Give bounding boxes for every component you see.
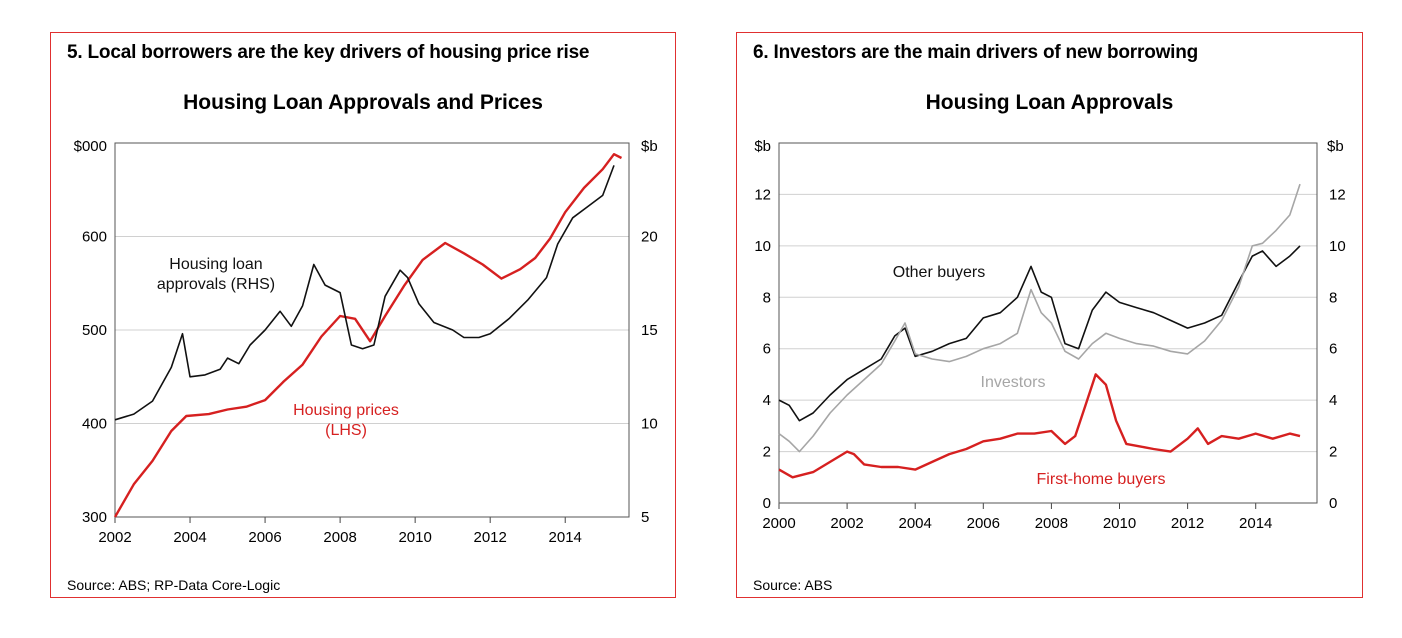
- series-line-investors: [778, 183, 1301, 453]
- x-tick-label: 2006: [248, 529, 281, 546]
- left-tick-label: 2: [763, 444, 771, 461]
- series-line-left-axis: [113, 152, 623, 518]
- plot-frame: [114, 142, 630, 518]
- chart-title: Housing Loan Approvals: [925, 91, 1174, 114]
- source-note: Source: ABS; RP-Data Core-Logic: [67, 577, 281, 593]
- right-axis-unit: $b: [641, 138, 658, 155]
- x-tick-label: 2002: [98, 529, 131, 546]
- left-tick-label: 10: [754, 238, 771, 255]
- x-tick-label: 2008: [1035, 515, 1068, 532]
- x-tick-label: 2008: [323, 529, 356, 546]
- x-tick-label: 2014: [549, 529, 582, 546]
- right-axis-unit: $b: [1327, 138, 1344, 155]
- x-tick-label: 2002: [830, 515, 863, 532]
- series-annotation: Housing prices: [293, 402, 399, 419]
- right-tick-label: 4: [1329, 392, 1337, 409]
- x-tick-label: 2012: [473, 529, 506, 546]
- right-tick-label: 15: [641, 322, 658, 339]
- left-tick-label: 4: [763, 392, 771, 409]
- line-chart-loan-approvals: 0 2 4 6 8 10 12 $b 0 2 4 6 8 10 12 $b 2000 2002 2004 2006 20…: [754, 138, 1346, 532]
- right-tick-label: 0: [1329, 495, 1337, 512]
- right-tick-label: 12: [1329, 186, 1346, 203]
- series-line-first-home-buyers: [778, 373, 1301, 479]
- left-tick-label: 6: [763, 341, 771, 358]
- x-tick-label: 2010: [398, 529, 431, 546]
- series-annotation: Housing loan: [169, 256, 262, 273]
- left-tick-label: 500: [82, 322, 107, 339]
- series-line-other-buyers: [778, 245, 1301, 422]
- x-tick-label: 2006: [967, 515, 1000, 532]
- panel-heading: 6. Investors are the main drivers of new…: [753, 42, 1199, 63]
- series-annotation: First-home buyers: [1037, 471, 1166, 488]
- series-line-right-axis: [114, 165, 615, 421]
- right-tick-label: 10: [641, 416, 658, 433]
- x-tick-label: 2004: [899, 515, 932, 532]
- series-annotation: (LHS): [325, 422, 367, 439]
- right-tick-label: 6: [1329, 341, 1337, 358]
- right-tick-label: 10: [1329, 238, 1346, 255]
- x-tick-label: 2004: [173, 529, 206, 546]
- right-tick-label: 5: [641, 509, 649, 526]
- left-tick-label: 0: [763, 495, 771, 512]
- x-tick-label: 2000: [762, 515, 795, 532]
- series-annotation: Investors: [981, 374, 1046, 391]
- left-tick-label: 300: [82, 509, 107, 526]
- chart-panel-housing-prices: 5. Local borrowers are the key drivers o…: [50, 32, 676, 598]
- left-axis-unit: $b: [754, 138, 771, 155]
- right-tick-label: 8: [1329, 289, 1337, 306]
- right-tick-label: 20: [641, 229, 658, 246]
- chart-panel-loan-approvals: 6. Investors are the main drivers of new…: [736, 32, 1363, 598]
- left-tick-label: 8: [763, 289, 771, 306]
- left-tick-label: 400: [82, 416, 107, 433]
- right-tick-label: 2: [1329, 444, 1337, 461]
- x-tick-label: 2012: [1171, 515, 1204, 532]
- line-chart-loan-approvals-prices: 300 400 500 600 $000 5 10 15 20 $b 2002 2004 2006 200…: [74, 138, 658, 546]
- x-tick-label: 2014: [1239, 515, 1272, 532]
- left-tick-label: 12: [754, 186, 771, 203]
- left-tick-label: 600: [82, 229, 107, 246]
- left-axis-unit: $000: [74, 138, 107, 155]
- panel-heading: 5. Local borrowers are the key drivers o…: [67, 42, 590, 63]
- chart-title: Housing Loan Approvals and Prices: [183, 91, 543, 114]
- plot-frame: [778, 142, 1318, 504]
- series-annotation: Other buyers: [893, 264, 985, 281]
- source-note: Source: ABS: [753, 577, 833, 593]
- x-tick-label: 2010: [1103, 515, 1136, 532]
- series-annotation: approvals (RHS): [157, 276, 275, 293]
